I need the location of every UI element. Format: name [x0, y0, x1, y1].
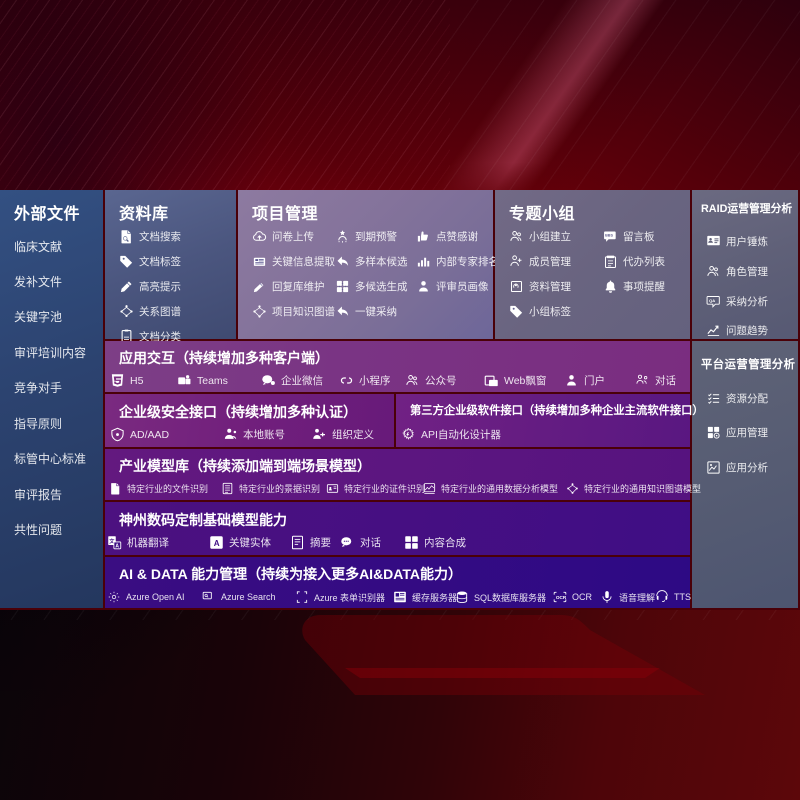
svg-text:OCR: OCR	[556, 595, 567, 600]
svg-text:A: A	[115, 543, 119, 549]
svg-text:QA: QA	[709, 298, 715, 303]
svg-text:BBS: BBS	[605, 234, 613, 238]
svg-text:A: A	[214, 539, 220, 548]
